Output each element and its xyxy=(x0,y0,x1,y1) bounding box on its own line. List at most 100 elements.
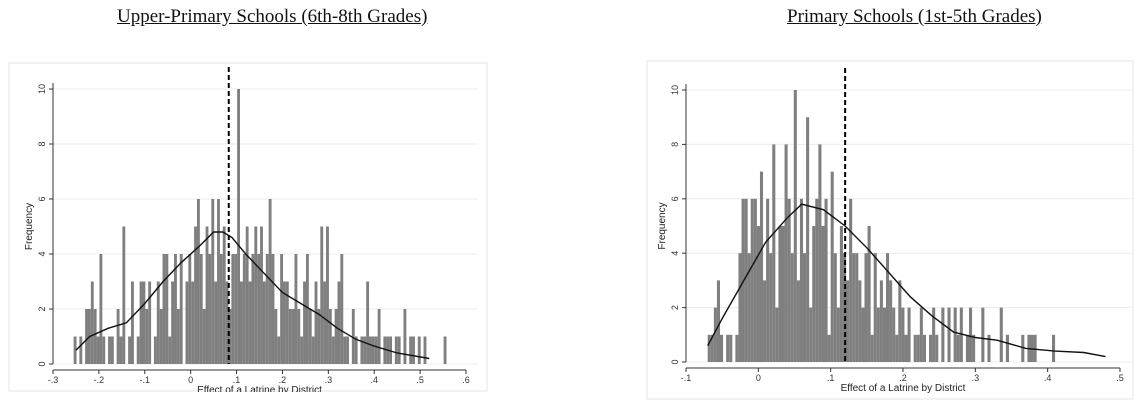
y-tick-label: 4 xyxy=(670,251,680,256)
x-tick-label: .3 xyxy=(972,373,980,383)
histogram-bar xyxy=(283,281,286,364)
histogram-bar xyxy=(277,336,281,364)
histogram-bar xyxy=(793,90,797,362)
histogram-bar xyxy=(855,253,859,362)
y-tick-label: 8 xyxy=(37,141,47,146)
histogram-bar xyxy=(870,334,874,362)
histogram-bar xyxy=(194,226,197,364)
histogram-bar xyxy=(128,336,132,364)
histogram-bar xyxy=(196,199,200,364)
histogram-bar xyxy=(297,309,301,364)
histogram-bar xyxy=(366,281,370,364)
y-tick-label: 10 xyxy=(37,84,47,94)
x-axis-label: Effect of a Latrine by District xyxy=(197,385,322,392)
histogram-bar xyxy=(882,307,887,362)
histogram-bar xyxy=(351,309,355,364)
histogram-bar xyxy=(824,198,828,362)
histogram-bar xyxy=(898,280,902,362)
x-tick-label: .2 xyxy=(279,375,287,385)
histogram-bar xyxy=(827,334,831,362)
histogram-bar xyxy=(763,280,767,362)
histogram-bar xyxy=(334,309,338,364)
histogram-bar xyxy=(719,334,724,362)
x-tick-label: -.1 xyxy=(681,373,692,383)
histogram-bar xyxy=(809,307,813,362)
histogram-bar xyxy=(858,280,862,362)
histogram-bar xyxy=(707,334,711,362)
x-tick-label: .5 xyxy=(416,375,424,385)
histogram-bar xyxy=(159,309,163,364)
histogram-bar xyxy=(343,336,347,364)
histogram-bar xyxy=(211,199,215,364)
y-tick-label: 8 xyxy=(670,142,680,147)
x-axis-label: Effect of a Latrine by District xyxy=(841,383,966,394)
histogram-bar xyxy=(969,307,973,362)
histogram-bar xyxy=(323,281,327,364)
histogram-bar xyxy=(394,336,398,364)
histogram-bar xyxy=(308,309,312,364)
histogram-bar xyxy=(784,144,788,362)
histogram-bar xyxy=(886,253,890,362)
histogram-bar xyxy=(892,307,896,362)
histogram-bar xyxy=(753,198,757,362)
histogram-bar xyxy=(972,334,976,362)
histogram-bar xyxy=(162,254,166,364)
histogram-bar xyxy=(919,307,923,362)
histogram-bar xyxy=(377,309,381,364)
histogram-bar xyxy=(1005,334,1009,362)
histogram-bar xyxy=(96,336,100,364)
histogram-bar xyxy=(168,336,172,364)
histogram-bar xyxy=(320,226,324,364)
histogram-bar xyxy=(389,336,393,364)
histogram-bar xyxy=(830,171,834,362)
histogram-bar xyxy=(879,280,883,362)
histogram-bar xyxy=(202,309,206,364)
histogram-bar xyxy=(1052,334,1056,362)
x-tick-label: -.1 xyxy=(140,375,151,385)
histogram-bar xyxy=(710,334,714,362)
histogram-bar xyxy=(219,254,223,364)
x-tick-label: .3 xyxy=(325,375,333,385)
histogram-bar xyxy=(861,307,865,362)
histogram-bar xyxy=(176,309,180,364)
histogram-bar xyxy=(274,309,278,364)
histogram-bar xyxy=(254,226,258,364)
x-tick-label: .2 xyxy=(899,373,907,383)
histogram-bar xyxy=(174,254,177,364)
histogram-bar xyxy=(747,253,751,362)
x-tick-label: .1 xyxy=(827,373,835,383)
x-tick-label: .1 xyxy=(233,375,241,385)
histogram-bar xyxy=(280,254,284,364)
histogram-bar xyxy=(904,334,908,362)
histogram-bar xyxy=(369,336,372,364)
histogram-bar xyxy=(239,281,243,364)
x-tick-label: 0 xyxy=(756,373,761,383)
histogram-bar xyxy=(171,281,175,364)
histogram-bar xyxy=(102,336,106,364)
x-tick-label: .4 xyxy=(1044,373,1052,383)
histogram-bar xyxy=(403,309,407,364)
histogram-bar xyxy=(846,280,850,362)
histogram-bar xyxy=(374,336,378,364)
histogram-bar xyxy=(735,334,739,362)
histogram-bar xyxy=(959,307,963,362)
chart-title-upper-primary: Upper-Primary Schools (6th-8th Grades) xyxy=(117,6,428,27)
histogram-bar xyxy=(208,254,212,364)
histogram-bar xyxy=(93,309,97,364)
histogram-bar xyxy=(999,307,1003,362)
histogram-bar xyxy=(231,254,235,364)
histogram-bar xyxy=(852,253,856,362)
histogram-bar xyxy=(842,253,847,362)
histogram-bar xyxy=(409,336,413,364)
histogram-bar xyxy=(311,336,315,364)
histogram-bar xyxy=(340,254,344,364)
histogram-bar xyxy=(354,336,358,364)
histogram-bar xyxy=(285,281,289,364)
y-axis-label: Frequency xyxy=(657,202,668,249)
histogram-bar xyxy=(90,281,94,364)
histogram-bar xyxy=(766,198,770,362)
y-axis-label: Frequency xyxy=(24,203,35,250)
histogram-bar xyxy=(288,309,292,364)
histogram-bar xyxy=(787,198,791,362)
histogram-bar xyxy=(383,336,387,364)
